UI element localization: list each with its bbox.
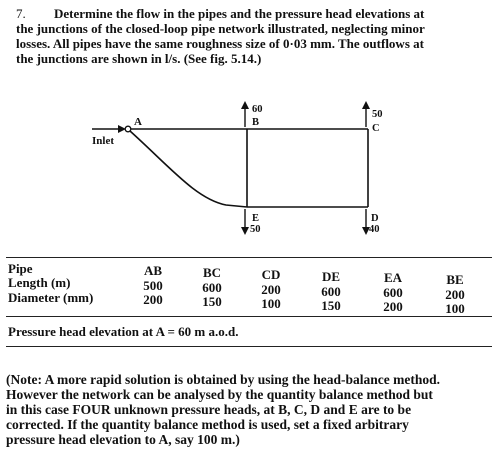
note-line: in this case FOUR unknown pressure heads… [6, 402, 412, 417]
problem-text: Determine the flow in the pipes and the … [16, 6, 488, 21]
pipe-ea [129, 130, 248, 208]
pipe-header: AB [143, 263, 163, 278]
node-e-label: E [252, 213, 259, 224]
pressure-head-line: Pressure head elevation at A = 60 m a.o.… [8, 324, 239, 339]
node-d-label: D [371, 213, 379, 224]
outflow-c-value: 50 [372, 109, 383, 120]
note-line: pressure head elevation to A, say 100 m.… [6, 432, 240, 447]
pipe-header: DE [321, 269, 341, 284]
node-b-label: B [252, 117, 259, 128]
problem-number: 7. [16, 6, 26, 21]
note-paragraph: (Note: A more rapid solution is obtained… [6, 372, 494, 447]
pipe-diameter: 200 [143, 292, 163, 307]
pipe-header: CD [261, 267, 281, 282]
pipe-diameter: 200 [383, 299, 403, 314]
pipe-length: 600 [202, 280, 222, 295]
problem-statement: 7. Determine the flow in the pipes and t… [16, 6, 488, 66]
row-label-diameter: Diameter (mm) [8, 290, 94, 305]
row-label-length: Length (m) [8, 275, 71, 290]
node-a [124, 125, 132, 133]
inlet-label: Inlet [92, 135, 114, 147]
problem-line: losses. All pipes have the same roughnes… [16, 36, 424, 51]
outflow-d-value: 40 [369, 224, 380, 235]
outflow-b-value: 60 [252, 104, 263, 115]
pipe-diameter: 150 [202, 294, 222, 309]
pipe-diameter: 100 [445, 301, 465, 316]
table-mid-rule [6, 316, 492, 318]
node-c-label: C [372, 123, 380, 134]
note-line: However the network can be analysed by t… [6, 387, 433, 402]
pipe-diameter: 150 [321, 298, 341, 313]
pipe-network-diagram: Inlet A 60 B 50 C E 50 D 40 [92, 101, 383, 235]
problem-line: the junctions of the closed-loop pipe ne… [16, 21, 425, 36]
row-label-pipe: Pipe [8, 261, 33, 276]
outflow-e-value: 50 [250, 224, 261, 235]
problem-line: Determine the flow in the pipes and the … [54, 6, 425, 21]
pipe-header: EA [383, 270, 403, 285]
pipe-length: 600 [321, 284, 341, 299]
note-line: (Note: A more rapid solution is obtained… [6, 372, 441, 387]
pipe-length: 500 [143, 278, 163, 293]
note-line: corrected. If the quantity balance metho… [6, 417, 409, 432]
pipe-length: 200 [445, 287, 465, 302]
problem-line: the junctions are shown in l/s. (See fig… [16, 51, 262, 66]
table-top-rule [6, 257, 492, 259]
pipe-diameter: 100 [261, 296, 281, 311]
pipe-header: BC [202, 265, 222, 280]
table-bottom-rule [6, 346, 492, 348]
node-a-label: A [134, 116, 142, 128]
pipe-length: 600 [383, 285, 403, 300]
pipe-header: BE [446, 272, 464, 287]
pipe-length: 200 [261, 282, 281, 297]
